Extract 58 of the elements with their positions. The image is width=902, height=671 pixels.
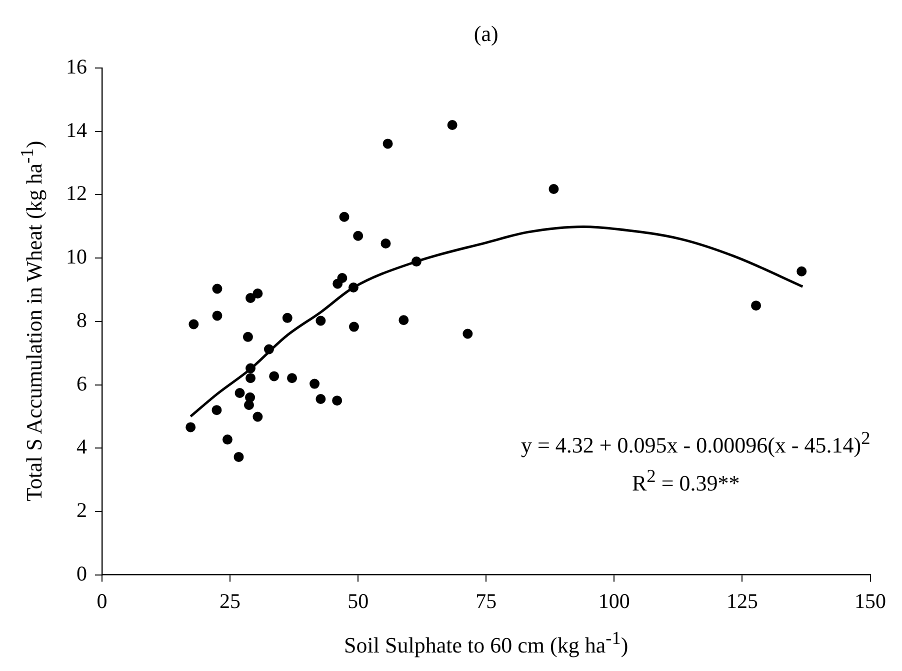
point xyxy=(188,319,199,330)
annotation: y = 4.32 + 0.095x - 0.00096(x - 45.14)$^{2}$ xyxy=(520,428,870,458)
point xyxy=(246,373,256,384)
point xyxy=(382,138,393,149)
point xyxy=(242,332,253,342)
y-tick-label: 14 xyxy=(66,118,88,142)
point xyxy=(310,378,320,389)
x-tick-label: 75 xyxy=(476,588,497,613)
point xyxy=(246,363,256,374)
line-series xyxy=(189,225,804,418)
point xyxy=(234,452,244,462)
point xyxy=(339,212,350,222)
y-tick-label: 0 xyxy=(76,561,87,586)
point xyxy=(348,322,359,332)
point xyxy=(244,400,254,410)
point xyxy=(380,238,391,248)
point xyxy=(252,288,263,299)
y-tick-label: 16 xyxy=(66,54,87,79)
point xyxy=(332,278,343,289)
point xyxy=(348,282,358,293)
point xyxy=(269,371,280,382)
point xyxy=(212,405,222,416)
x-tick-label: 25 xyxy=(220,588,241,613)
point xyxy=(252,412,263,422)
x-tick-label: 100 xyxy=(598,588,630,613)
point xyxy=(186,422,196,432)
point xyxy=(353,230,364,241)
point xyxy=(332,396,342,406)
point xyxy=(316,394,326,404)
y-tick-label: 12 xyxy=(66,181,87,206)
y-tick-label: 10 xyxy=(66,244,87,269)
point xyxy=(282,312,292,323)
point xyxy=(398,315,409,326)
y-tick-label: 8 xyxy=(76,308,87,332)
point xyxy=(411,256,422,267)
annotation: R$^{2}$ = 0.39** xyxy=(632,466,740,496)
chart-title: (a) xyxy=(474,21,498,46)
y-tick-label: 6 xyxy=(76,371,87,396)
x-tick-label: 125 xyxy=(726,588,758,613)
x-tick-label: 50 xyxy=(348,588,369,613)
point xyxy=(751,300,762,311)
x-tick-label: 0 xyxy=(96,588,108,613)
point xyxy=(264,344,274,354)
y-tick-label: 4 xyxy=(76,434,88,459)
point xyxy=(796,266,807,276)
point xyxy=(548,184,559,194)
point xyxy=(447,120,458,130)
point xyxy=(212,310,222,321)
point xyxy=(287,373,298,384)
x-axis-title: Soil Sulphate to 60 cm (kg ha$^{-1}$) xyxy=(344,628,628,658)
point xyxy=(222,434,232,445)
y-tick-label: 2 xyxy=(76,498,87,522)
point xyxy=(246,292,256,303)
point xyxy=(316,316,326,326)
x-tick-label: 150 xyxy=(854,588,886,613)
point xyxy=(462,328,473,339)
point xyxy=(212,284,222,294)
point xyxy=(234,388,245,398)
